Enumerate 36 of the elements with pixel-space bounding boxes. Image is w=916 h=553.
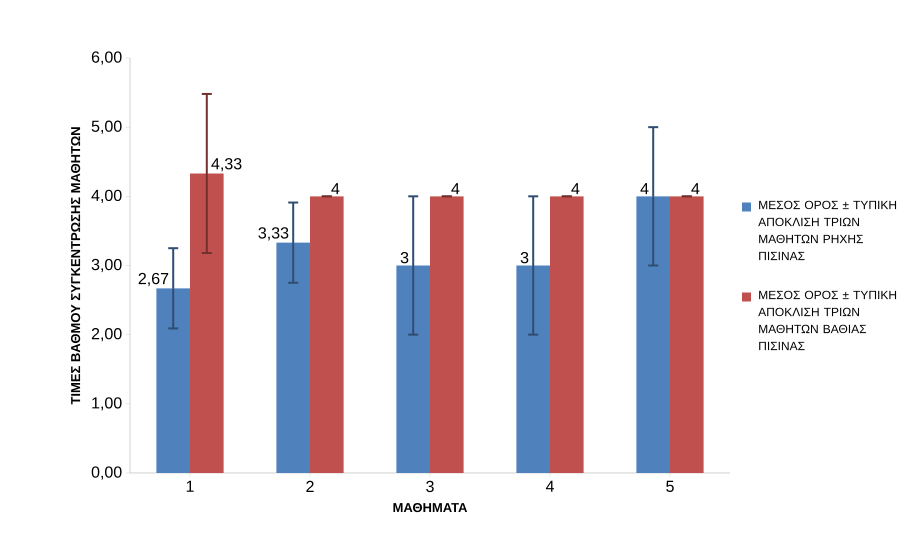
y-tick-label: 6,00 bbox=[92, 51, 122, 65]
y-axis-title: ΤΙΜΕΣ ΒΑΘΜΟΥ ΣΥΓΚΕΝΤΡΩΣΗΣ ΜΑΘΗΤΩΝ bbox=[70, 127, 80, 404]
bar bbox=[550, 196, 584, 473]
y-tick-label: 1,00 bbox=[92, 397, 122, 410]
data-label: 4 bbox=[640, 183, 649, 194]
x-tick-label: 4 bbox=[546, 480, 554, 492]
bar bbox=[670, 196, 704, 473]
data-label: 4,33 bbox=[211, 158, 242, 172]
data-label: 3,33 bbox=[258, 227, 288, 240]
x-tick-label: 5 bbox=[666, 480, 674, 492]
bar bbox=[156, 288, 190, 473]
bar bbox=[190, 173, 224, 473]
legend-label: ΜΕΣΟΣ ΟΡΟΣ ± ΤΥΠΙΚΗ ΑΠΟΚΛΙΣΗ ΤΡΙΩΝ ΜΑΘΗΤΩΝ ΡΗΧΗΣ ΠΙΣΙΝΑΣ bbox=[758, 200, 896, 260]
x-tick-label: 1 bbox=[186, 480, 194, 492]
bar bbox=[636, 196, 670, 473]
data-label: 3 bbox=[400, 252, 408, 264]
y-tick-label: 4,00 bbox=[91, 190, 122, 203]
bar bbox=[396, 265, 430, 473]
x-tick-label: 2 bbox=[306, 480, 314, 492]
y-tick-label: 0,00 bbox=[92, 466, 122, 480]
y-tick-label: 5,00 bbox=[92, 120, 122, 134]
bar bbox=[430, 196, 464, 473]
y-tick-label: 2,00 bbox=[92, 328, 122, 342]
legend-label: ΜΕΣΟΣ ΟΡΟΣ ± ΤΥΠΙΚΗ ΑΠΟΚΛΙΣΗ ΤΡΙΩΝ ΜΑΘΗΤΩΝ ΒΑΘΙΑΣ ΠΙΣΙΝΑΣ bbox=[758, 290, 896, 350]
y-tick-label: 3,00 bbox=[92, 258, 122, 272]
data-label: 4 bbox=[451, 183, 460, 194]
data-label: 2,67 bbox=[138, 272, 168, 286]
data-label: 3 bbox=[520, 252, 528, 264]
data-label: 4 bbox=[331, 183, 340, 194]
data-label: 4 bbox=[691, 183, 700, 194]
x-tick-label: 3 bbox=[426, 480, 434, 492]
bar bbox=[276, 242, 310, 473]
data-label: 4 bbox=[571, 183, 580, 194]
bar bbox=[310, 196, 344, 473]
x-axis-title: ΜΑΘΗΜΑΤΑ bbox=[393, 502, 468, 512]
bar bbox=[516, 265, 550, 473]
